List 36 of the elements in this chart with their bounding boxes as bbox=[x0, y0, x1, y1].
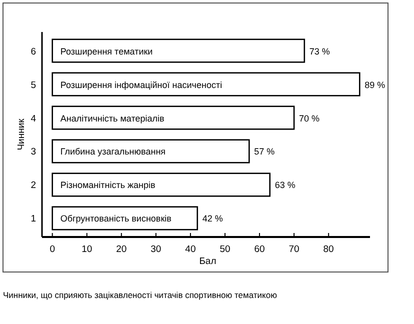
x-tick-label: 80 bbox=[323, 244, 334, 255]
bar bbox=[52, 72, 360, 96]
bar bbox=[52, 172, 271, 197]
annotation: Розширення інфомаційної насиченості bbox=[60, 80, 222, 90]
y-tick-label: 1 bbox=[30, 214, 36, 225]
annotation: Обгрунтованість висновків bbox=[60, 214, 172, 224]
text: Чинники, що сприяють зацікавленості читачів спортивною тематикою bbox=[3, 290, 278, 300]
annotation: Розширення тематики bbox=[60, 46, 153, 56]
bar bbox=[52, 106, 295, 130]
data-label: 57 % bbox=[254, 146, 275, 157]
annotation: Глибина узагальнювання bbox=[60, 146, 166, 157]
y-tick-label: 2 bbox=[30, 180, 36, 192]
x-axis-title: Бал bbox=[199, 256, 216, 267]
y-tick-label: 4 bbox=[30, 113, 36, 124]
data-label: 42 % bbox=[202, 214, 223, 224]
data-label: 70 % bbox=[299, 113, 320, 124]
x-tick-label: 60 bbox=[254, 244, 265, 255]
y-tick-label: 5 bbox=[30, 80, 36, 91]
x-tick-label: 70 bbox=[288, 244, 300, 255]
annotation: Різноманітність жанрів bbox=[60, 180, 156, 190]
y-tick-label: 6 bbox=[30, 46, 36, 58]
x-tick-label: 20 bbox=[116, 244, 127, 255]
x-tick-label: 50 bbox=[220, 244, 230, 255]
y-tick-label: 3 bbox=[30, 146, 36, 158]
x-tick-label: 10 bbox=[82, 244, 92, 255]
data-label: 89 % bbox=[364, 80, 386, 90]
annotation: Аналітичність матеріалів bbox=[60, 113, 164, 124]
data-label: 63 % bbox=[274, 180, 296, 190]
bar bbox=[52, 139, 250, 164]
x-tick-label: 40 bbox=[185, 244, 196, 255]
y-axis-title: Чинник bbox=[16, 118, 27, 150]
data-label: 73 % bbox=[309, 46, 330, 56]
x-tick-label: 30 bbox=[150, 244, 162, 255]
bar bbox=[52, 38, 306, 63]
bar bbox=[52, 206, 198, 230]
x-tick-label: 0 bbox=[50, 244, 56, 255]
